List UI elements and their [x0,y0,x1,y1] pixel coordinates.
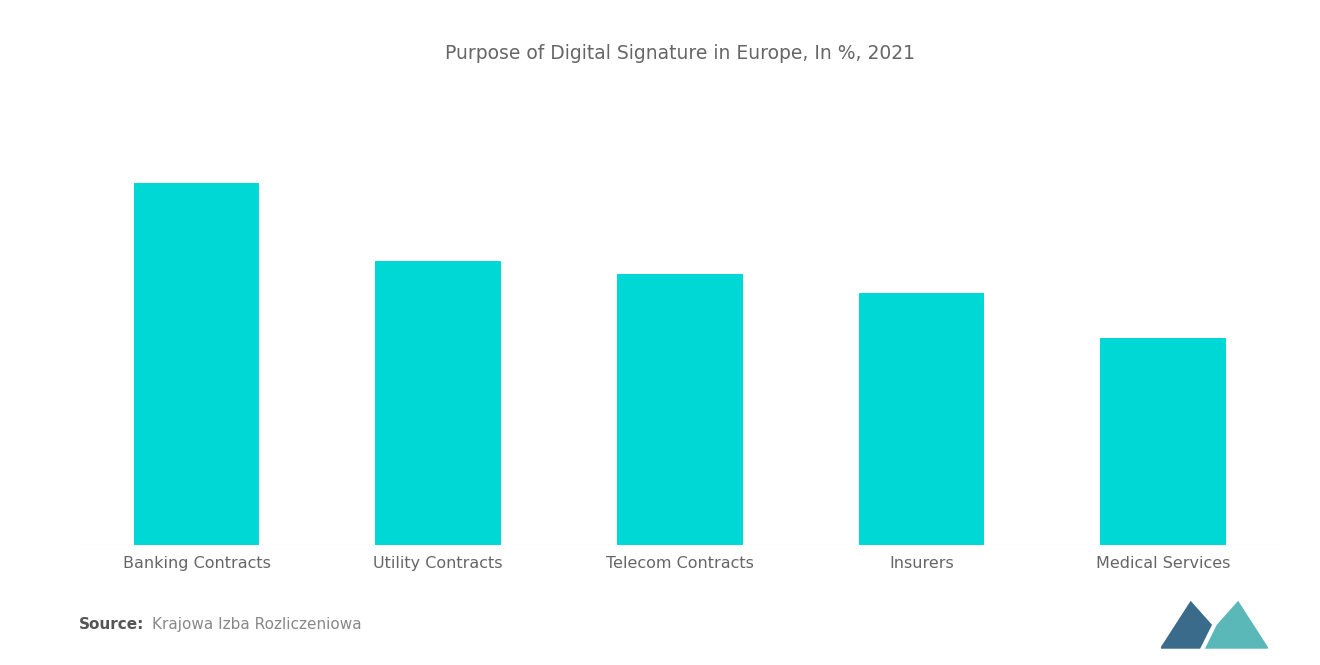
Bar [375,261,502,545]
Text: Source:: Source: [79,616,145,632]
Bar [858,293,985,545]
Bar [616,274,743,545]
Polygon shape [1162,601,1212,649]
Bar [133,184,260,545]
Bar [1100,338,1226,545]
Text: Krajowa Izba Rozliczeniowa: Krajowa Izba Rozliczeniowa [152,616,362,632]
Polygon shape [1205,601,1267,649]
Title: Purpose of Digital Signature in Europe, In %, 2021: Purpose of Digital Signature in Europe, … [445,44,915,63]
